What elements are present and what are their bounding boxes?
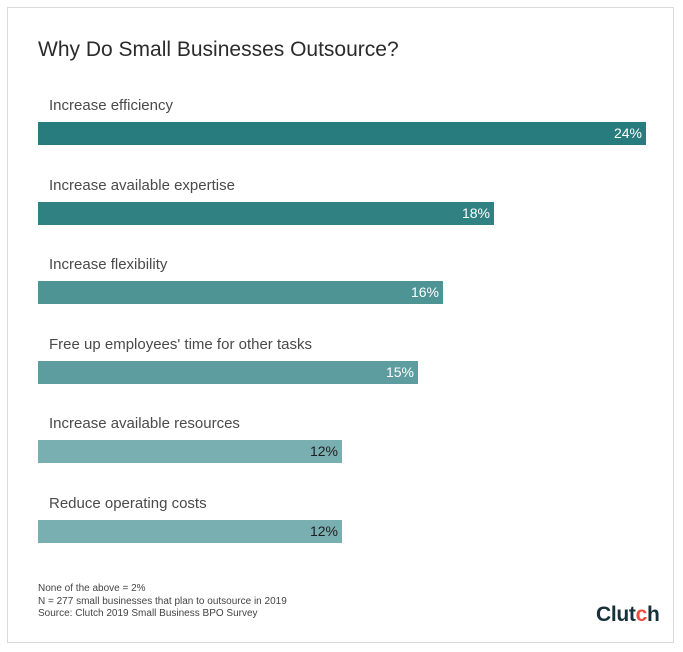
footnote-sample: N = 277 small businesses that plan to ou… <box>38 595 287 607</box>
footnotes: None of the above = 2% N = 277 small bus… <box>38 583 287 621</box>
bar <box>38 122 646 145</box>
bar <box>38 440 342 463</box>
value-label: 24% <box>613 125 642 141</box>
bar <box>38 519 342 543</box>
bar <box>38 201 494 225</box>
bar <box>38 281 443 304</box>
value-label: 16% <box>410 284 439 300</box>
value-label: 12% <box>309 443 338 459</box>
category-label: Increase available resources <box>49 415 240 432</box>
bar <box>38 360 418 384</box>
clutch-logo: Clutch <box>596 603 660 627</box>
logo-text-end: h <box>647 603 660 626</box>
value-label: 15% <box>385 363 414 380</box>
category-label: Increase efficiency <box>49 97 173 114</box>
chart-title: Why Do Small Businesses Outsource? <box>38 38 399 61</box>
category-label: Increase flexibility <box>49 256 168 273</box>
category-label: Free up employees' time for other tasks <box>49 335 312 353</box>
logo-text-start: Clut <box>596 603 636 626</box>
category-label: Increase available expertise <box>49 176 235 194</box>
footnote-none: None of the above = 2% <box>38 583 146 594</box>
category-label: Reduce operating costs <box>49 494 207 512</box>
footnote-source: Source: Clutch 2019 Small Business BPO S… <box>38 608 258 619</box>
value-label: 12% <box>309 522 338 539</box>
value-label: 18% <box>461 204 490 221</box>
logo-accent: c <box>635 603 648 626</box>
